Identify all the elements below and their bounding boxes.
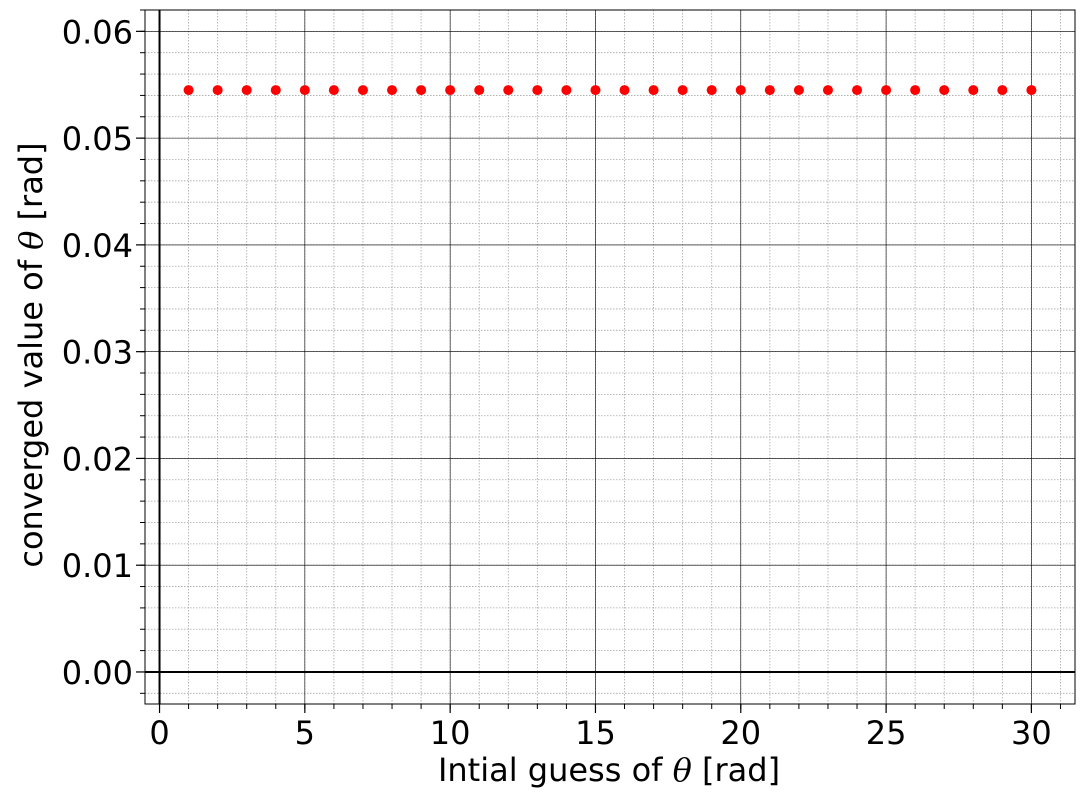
y-tick-label: 0.06 xyxy=(62,13,133,51)
y-axis-title-symbol: θ xyxy=(12,231,50,250)
y-tick-label: 0.00 xyxy=(62,654,133,692)
data-point xyxy=(997,85,1008,96)
y-tick-labels: 0.00 0.01 0.02 0.03 0.04 0.05 0.06 xyxy=(62,13,133,692)
data-point xyxy=(619,85,630,96)
major-ticks xyxy=(136,30,1033,713)
data-points xyxy=(183,85,1037,96)
data-point xyxy=(212,85,223,96)
x-tick-label: 20 xyxy=(720,714,761,752)
data-point xyxy=(648,85,659,96)
x-tick-label: 15 xyxy=(575,714,616,752)
data-point xyxy=(445,85,456,96)
data-point xyxy=(299,85,310,96)
data-point xyxy=(270,85,281,96)
data-point xyxy=(183,85,194,96)
data-point xyxy=(590,85,601,96)
plot-frame xyxy=(144,9,1076,705)
y-tick-label: 0.01 xyxy=(62,547,133,585)
x-axis-title-prefix: Intial guess of xyxy=(438,751,673,789)
x-tick-label: 25 xyxy=(866,714,907,752)
y-axis-title-suffix: [rad] xyxy=(12,142,50,230)
data-point xyxy=(416,85,427,96)
y-axis-title-prefix: converged value of xyxy=(12,250,50,568)
y-tick-label: 0.04 xyxy=(62,227,133,265)
y-axis-title: converged value of θ [rad] xyxy=(12,142,50,567)
data-point xyxy=(706,85,717,96)
data-point xyxy=(241,85,252,96)
y-tick-label: 0.05 xyxy=(62,120,133,158)
x-tick-label: 30 xyxy=(1011,714,1052,752)
data-point xyxy=(474,85,485,96)
data-point xyxy=(503,85,514,96)
minor-grid xyxy=(145,9,1075,704)
data-point xyxy=(910,85,921,96)
y-tick-label: 0.02 xyxy=(62,440,133,478)
data-point xyxy=(939,85,950,96)
data-point xyxy=(881,85,892,96)
data-point xyxy=(764,85,775,96)
data-point xyxy=(532,85,543,96)
x-tick-label: 5 xyxy=(295,714,315,752)
data-point xyxy=(387,85,398,96)
data-point xyxy=(357,85,368,96)
x-tick-label: 0 xyxy=(149,714,169,752)
minor-ticks xyxy=(140,9,1061,709)
zero-lines xyxy=(145,10,1075,704)
major-grid xyxy=(145,10,1075,704)
x-tick-label: 10 xyxy=(430,714,471,752)
data-point xyxy=(968,85,979,96)
data-point xyxy=(328,85,339,96)
x-axis-title-symbol: θ xyxy=(673,751,692,789)
x-tick-labels: 0 5 10 15 20 25 30 xyxy=(149,714,1051,752)
data-point xyxy=(822,85,833,96)
data-point xyxy=(852,85,863,96)
data-point xyxy=(677,85,688,96)
data-point xyxy=(793,85,804,96)
data-point xyxy=(561,85,572,96)
x-axis-title-suffix: [rad] xyxy=(692,751,780,789)
data-point xyxy=(735,85,746,96)
data-point xyxy=(1026,85,1037,96)
y-tick-label: 0.03 xyxy=(62,334,133,372)
x-axis-title: Intial guess of θ [rad] xyxy=(438,751,780,789)
